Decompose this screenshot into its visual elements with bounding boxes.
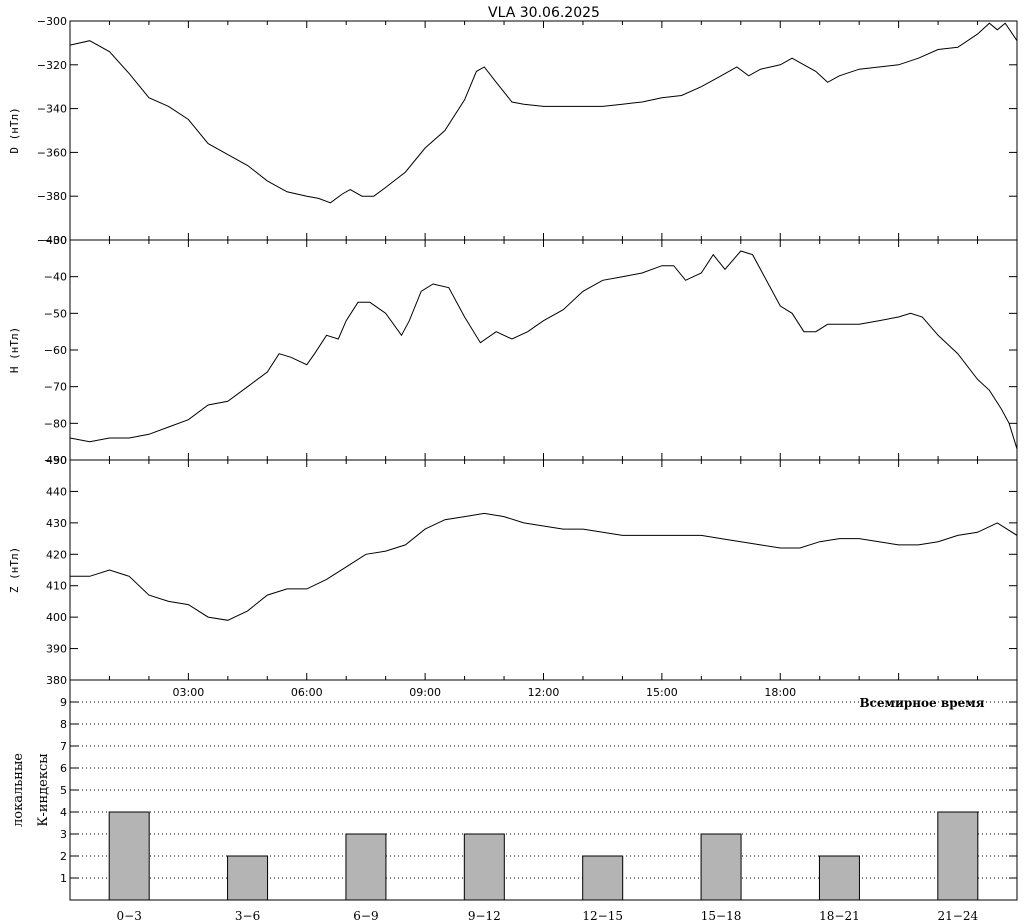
panel-1-ytick-label: −320 (37, 59, 67, 72)
panel-2-ytick-label: −90 (44, 454, 67, 467)
panel-4-ytick-label: 9 (60, 696, 67, 709)
panel-4-ytick-label: 4 (60, 806, 67, 819)
panel-1-ytick-label: −380 (37, 190, 67, 203)
panel-4-ytick-label: 6 (60, 762, 67, 775)
x-tick-label: 15:00 (646, 686, 678, 699)
k-index-category-label: 15−18 (701, 909, 742, 921)
panel-3-ytick-label: 410 (46, 580, 67, 593)
k-index-category-label: 3−6 (235, 909, 260, 921)
marks-layer (69, 22, 1018, 901)
panel-1-ytick-label: −400 (37, 234, 67, 247)
k-index-category-label: 12−15 (582, 909, 623, 921)
k-index-category-label: 6−9 (353, 909, 378, 921)
panel-2-ytick-label: −30 (44, 234, 67, 247)
panel-3-ytick-label: 440 (46, 485, 67, 498)
panel-3-ytick-label: 390 (46, 643, 67, 656)
k-index-category-label: 18−21 (819, 909, 860, 921)
k-index-bar (345, 833, 387, 901)
panel-3-ylabel: Z (нТл) (8, 547, 21, 593)
panel-4-ytick-label: 1 (60, 872, 67, 885)
k-index-bar (937, 811, 979, 901)
panel-2-ytick-label: −40 (44, 271, 67, 284)
panel-4-ylabel: локальные (11, 753, 26, 827)
panel-2-ylabel: H (нТл) (8, 327, 21, 373)
panel-4-ytick-label: 8 (60, 718, 67, 731)
panel-1-ylabel: D (нТл) (8, 107, 21, 153)
text-layer: −400 −380 −360 −340 −320 −300 D (нТл) −90 −80 −70… (8, 15, 978, 921)
chart-title: VLA 30.06.2025 (488, 5, 600, 21)
axes-layer (69, 20, 1018, 901)
panel-2-ytick-label: −80 (44, 417, 67, 430)
x-tick-label: 03:00 (173, 686, 205, 699)
panel-3-ytick-label: 450 (46, 454, 67, 467)
x-tick-label: 18:00 (764, 686, 796, 699)
panel-3-ytick-label: 430 (46, 517, 67, 530)
panel-4-ytick-label: 2 (60, 850, 67, 863)
panel-4-ytick-label: 7 (60, 740, 67, 753)
panel-3-ytick-label: 400 (46, 611, 67, 624)
panel-3-ytick-label: 420 (46, 548, 67, 561)
panel-1-ytick-label: −300 (37, 15, 67, 28)
panel-3-series-line (70, 512, 1018, 621)
panel-4-ytick-label: 3 (60, 828, 67, 841)
k-index-bar (700, 833, 742, 901)
panel-2-ytick-label: −70 (44, 381, 67, 394)
k-index-category-label: 9−12 (468, 909, 501, 921)
x-axis-label: Всемирное время (859, 696, 984, 710)
x-tick-label: 12:00 (528, 686, 560, 699)
k-index-bar (463, 833, 505, 901)
panel-2-ytick-label: −60 (44, 344, 67, 357)
k-index-bar (227, 855, 269, 901)
x-tick-label: 09:00 (409, 686, 441, 699)
k-index-bar (582, 855, 624, 901)
panel-1-series-line (69, 22, 1018, 204)
panel-4-ylabel: К-индексы (36, 753, 51, 826)
panel-2-ytick-label: −50 (44, 307, 67, 320)
k-index-bar (818, 855, 860, 901)
panel-1-ytick-label: −360 (37, 146, 67, 159)
k-index-category-label: 21−24 (938, 909, 979, 921)
panel-1-ytick-label: −340 (37, 103, 67, 116)
x-tick-label: 06:00 (291, 686, 323, 699)
k-index-category-label: 0−3 (117, 909, 142, 921)
panel-4-ytick-label: 5 (60, 784, 67, 797)
k-index-bar (108, 811, 150, 901)
panel-2-series-line (69, 250, 1018, 450)
panel-3-ytick-label: 380 (46, 674, 67, 687)
